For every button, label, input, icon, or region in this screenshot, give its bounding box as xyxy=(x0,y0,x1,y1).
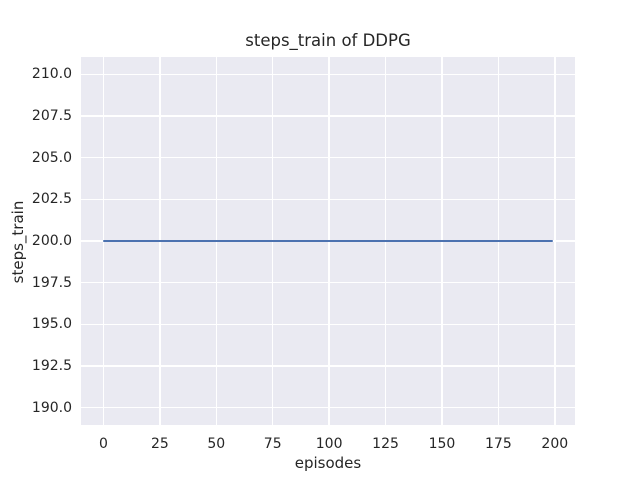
y-tick-label: 210.0 xyxy=(31,66,72,83)
x-tick-label: 200 xyxy=(541,436,569,452)
x-tick-label: 0 xyxy=(98,436,108,452)
y-axis-label: steps_train xyxy=(9,200,27,284)
x-tick-label: 50 xyxy=(207,436,226,452)
chart-title: steps_train of DDPG xyxy=(245,31,411,50)
y-tick-label: 207.5 xyxy=(31,108,72,125)
x-tick-label: 175 xyxy=(485,436,512,452)
gridline-h xyxy=(81,115,575,117)
x-tick-label: 125 xyxy=(372,436,399,452)
gridline-h xyxy=(81,198,575,201)
plot-area xyxy=(81,57,575,425)
gridline-h xyxy=(81,281,575,284)
x-tick-label: 25 xyxy=(150,436,169,452)
y-tick-label: 200.0 xyxy=(31,233,72,249)
gridline-h xyxy=(81,73,575,76)
x-tick-label: 150 xyxy=(428,436,456,452)
y-tick-label: 192.5 xyxy=(31,357,72,374)
y-tick-label: 197.5 xyxy=(31,274,72,291)
y-tick-label: 195.0 xyxy=(31,316,72,333)
gridline-h xyxy=(81,323,575,325)
series-line-steps_train xyxy=(103,239,553,243)
gridline-v xyxy=(554,57,556,425)
gridline-h xyxy=(81,406,575,409)
y-tick-label: 202.5 xyxy=(31,191,72,208)
x-tick-label: 75 xyxy=(263,436,282,452)
x-axis-label: episodes xyxy=(294,454,362,472)
y-tick-label: 190.0 xyxy=(31,399,72,416)
y-tick-label: 205.0 xyxy=(31,149,72,166)
gridline-h xyxy=(81,156,575,159)
gridline-h xyxy=(81,365,575,367)
x-tick-label: 100 xyxy=(315,436,343,452)
